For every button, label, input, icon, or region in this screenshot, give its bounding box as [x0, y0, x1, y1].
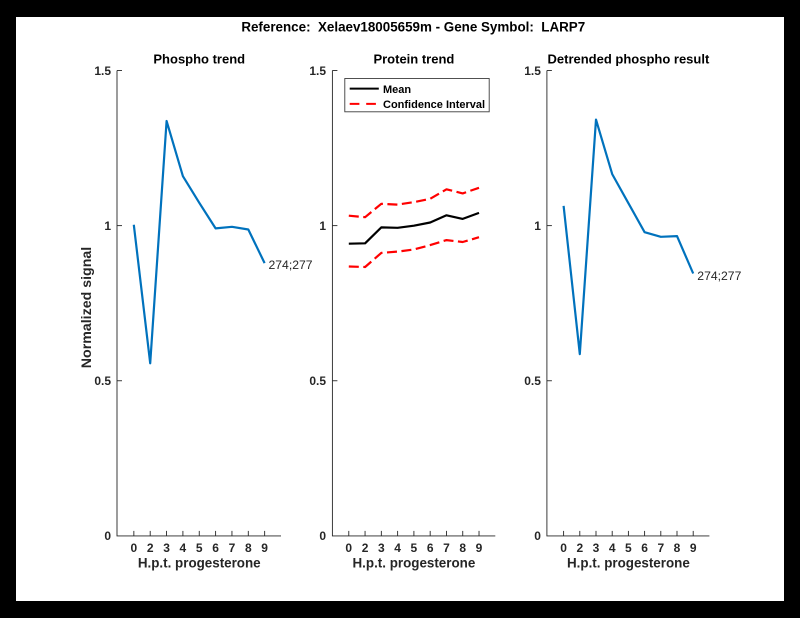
svg-text:0: 0 [319, 529, 326, 543]
svg-text:9: 9 [476, 541, 483, 555]
svg-text:4: 4 [180, 541, 187, 555]
svg-text:1: 1 [319, 219, 326, 233]
svg-text:3: 3 [163, 541, 170, 555]
svg-text:2: 2 [576, 541, 583, 555]
svg-text:2: 2 [147, 541, 154, 555]
svg-text:2: 2 [362, 541, 369, 555]
svg-text:5: 5 [196, 541, 203, 555]
svg-text:1: 1 [104, 219, 111, 233]
svg-text:5: 5 [411, 541, 418, 555]
svg-text:274;277: 274;277 [269, 258, 313, 272]
svg-text:H.p.t. progesterone: H.p.t. progesterone [567, 556, 690, 571]
svg-text:7: 7 [443, 541, 450, 555]
svg-text:H.p.t. progesterone: H.p.t. progesterone [353, 556, 476, 571]
svg-text:1.5: 1.5 [94, 64, 111, 78]
svg-text:0: 0 [534, 529, 541, 543]
svg-text:8: 8 [674, 541, 681, 555]
svg-text:0.5: 0.5 [524, 374, 541, 388]
svg-text:1.5: 1.5 [309, 64, 326, 78]
svg-text:1: 1 [534, 219, 541, 233]
svg-text:6: 6 [212, 541, 219, 555]
svg-text:0.5: 0.5 [94, 374, 111, 388]
svg-text:Normalized signal: Normalized signal [79, 247, 95, 368]
svg-text:3: 3 [593, 541, 600, 555]
svg-text:5: 5 [625, 541, 632, 555]
svg-text:8: 8 [459, 541, 466, 555]
svg-text:0: 0 [131, 541, 138, 555]
svg-text:7: 7 [229, 541, 236, 555]
svg-text:274;277: 274;277 [697, 269, 741, 283]
svg-text:Reference: Xelaev18005659m -: Reference: Xelaev18005659m - Gene Symbol… [241, 20, 585, 35]
svg-text:9: 9 [690, 541, 697, 555]
svg-text:6: 6 [427, 541, 434, 555]
svg-text:Phospho trend: Phospho trend [153, 51, 245, 66]
svg-text:Protein trend: Protein trend [373, 51, 454, 66]
svg-text:0.5: 0.5 [309, 374, 326, 388]
svg-text:4: 4 [609, 541, 616, 555]
svg-text:0: 0 [345, 541, 352, 555]
svg-text:4: 4 [394, 541, 401, 555]
svg-text:Confidence Interval: Confidence Interval [383, 99, 485, 111]
svg-text:H.p.t. progesterone: H.p.t. progesterone [138, 556, 261, 571]
svg-text:9: 9 [261, 541, 268, 555]
svg-text:0: 0 [104, 529, 111, 543]
svg-text:Mean: Mean [383, 84, 411, 96]
svg-text:0: 0 [560, 541, 567, 555]
svg-text:6: 6 [641, 541, 648, 555]
svg-text:8: 8 [245, 541, 252, 555]
svg-text:7: 7 [657, 541, 664, 555]
svg-text:1.5: 1.5 [524, 64, 541, 78]
svg-text:3: 3 [378, 541, 385, 555]
svg-text:Detrended phospho result: Detrended phospho result [548, 51, 710, 66]
